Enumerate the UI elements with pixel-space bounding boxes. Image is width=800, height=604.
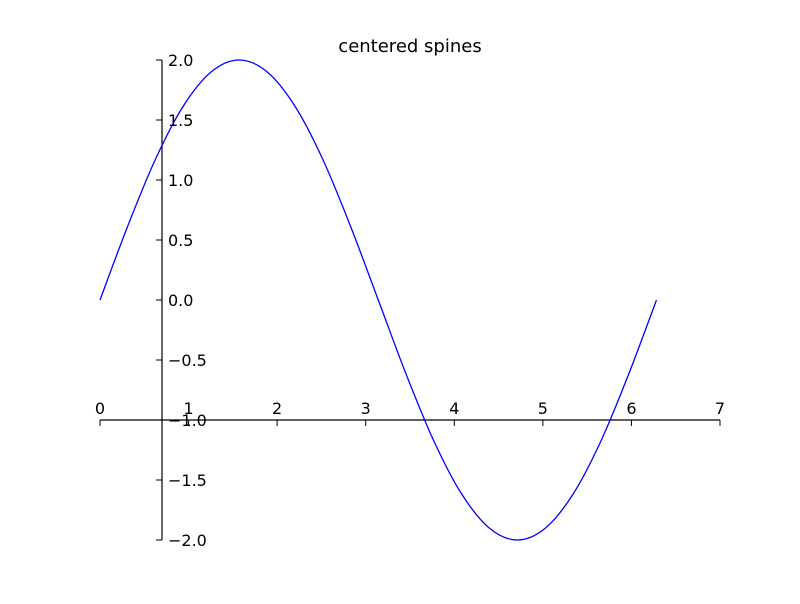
x-tick-label: 4 [449, 399, 459, 418]
y-tick-label: −2.0 [168, 531, 207, 550]
y-tick-label: −1.0 [168, 411, 207, 430]
x-tick-label: 1 [183, 399, 193, 418]
y-tick-label: 0.5 [168, 231, 193, 250]
x-tick-label: 3 [361, 399, 371, 418]
y-axis: 2.0 1.5 1.0 0.5 0.0 −0.5 −1.0 −1.5 −2.0 [156, 51, 207, 550]
y-tick-label: 1.0 [168, 171, 193, 190]
chart-title: centered spines [338, 36, 481, 57]
y-tick-label: 1.5 [168, 111, 193, 130]
x-tick-label: 2 [272, 399, 282, 418]
y-tick-label: 2.0 [168, 51, 193, 70]
y-tick-label: −1.5 [168, 471, 207, 490]
y-tick-label: 0.0 [168, 291, 193, 310]
x-axis: 0 1 2 3 4 5 6 7 [95, 399, 725, 426]
series-line [99, 59, 658, 541]
series-layer [99, 59, 658, 541]
x-tick-label: 0 [95, 399, 105, 418]
y-tick-label: −0.5 [168, 351, 207, 370]
x-tick-label: 6 [626, 399, 636, 418]
x-tick-label: 7 [715, 399, 725, 418]
x-tick-label: 5 [538, 399, 548, 418]
